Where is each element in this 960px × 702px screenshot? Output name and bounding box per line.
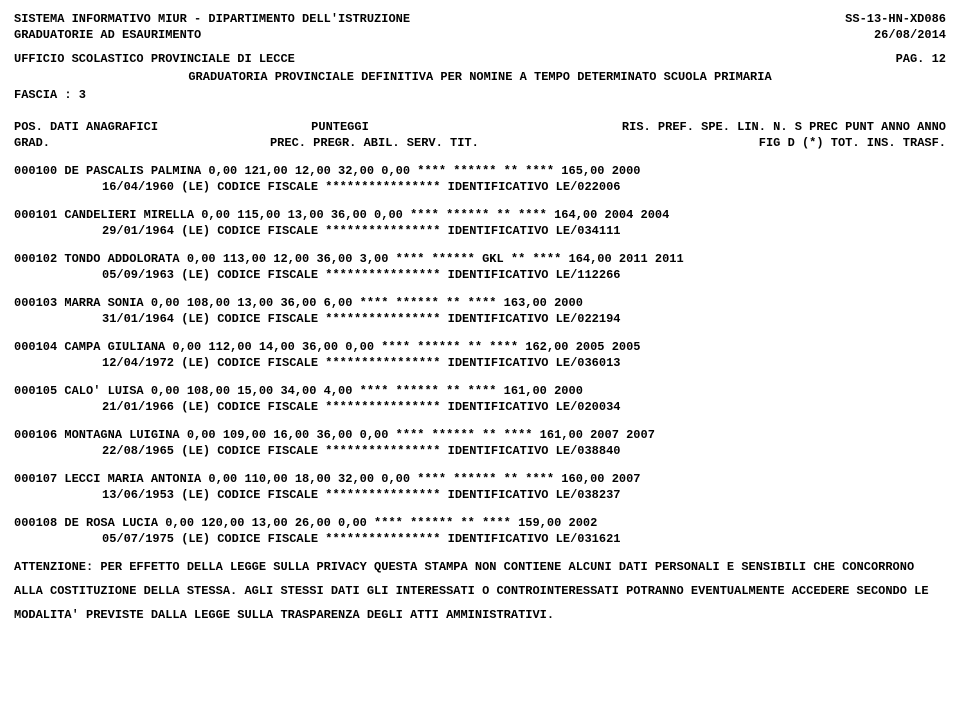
footer-line-2: ALLA COSTITUZIONE DELLA STESSA. AGLI STE… <box>14 584 946 598</box>
col-header-mid-1: PUNTEGGI <box>311 120 369 134</box>
col-header-left-1: POS. DATI ANAGRAFICI <box>14 120 158 134</box>
table-row-detail: 22/08/1965 (LE) CODICE FISCALE *********… <box>102 444 946 458</box>
table-row-detail: 05/07/1975 (LE) CODICE FISCALE *********… <box>102 532 946 546</box>
system-title: SISTEMA INFORMATIVO MIUR - DIPARTIMENTO … <box>14 12 410 26</box>
footer-line-3: MODALITA' PREVISTE DALLA LEGGE SULLA TRA… <box>14 608 946 622</box>
fascia-label: FASCIA : 3 <box>14 88 946 102</box>
col-header-mid-2: PREC. PREGR. ABIL. SERV. TIT. <box>270 136 479 150</box>
document-title: GRADUATORIA PROVINCIALE DEFINITIVA PER N… <box>14 70 946 84</box>
footer-line-1: ATTENZIONE: PER EFFETTO DELLA LEGGE SULL… <box>14 560 946 574</box>
table-row-detail: 29/01/1964 (LE) CODICE FISCALE *********… <box>102 224 946 238</box>
table-row: 000107 LECCI MARIA ANTONIA 0,00 110,00 1… <box>14 472 946 486</box>
table-row: 000104 CAMPA GIULIANA 0,00 112,00 14,00 … <box>14 340 946 354</box>
table-row-detail: 13/06/1953 (LE) CODICE FISCALE *********… <box>102 488 946 502</box>
table-row: 000108 DE ROSA LUCIA 0,00 120,00 13,00 2… <box>14 516 946 530</box>
table-row-detail: 12/04/1972 (LE) CODICE FISCALE *********… <box>102 356 946 370</box>
col-header-right-2: FIG D (*) TOT. INS. TRASF. <box>759 136 946 150</box>
table-row: 000103 MARRA SONIA 0,00 108,00 13,00 36,… <box>14 296 946 310</box>
table-row: 000100 DE PASCALIS PALMINA 0,00 121,00 1… <box>14 164 946 178</box>
col-header-left-2: GRAD. <box>14 136 50 150</box>
graduatorie-label: GRADUATORIE AD ESAURIMENTO <box>14 28 201 42</box>
table-row-detail: 21/01/1966 (LE) CODICE FISCALE *********… <box>102 400 946 414</box>
table-row-detail: 16/04/1960 (LE) CODICE FISCALE *********… <box>102 180 946 194</box>
office-name: UFFICIO SCOLASTICO PROVINCIALE DI LECCE <box>14 52 295 66</box>
table-row: 000105 CALO' LUISA 0,00 108,00 15,00 34,… <box>14 384 946 398</box>
table-row-detail: 05/09/1963 (LE) CODICE FISCALE *********… <box>102 268 946 282</box>
doc-date: 26/08/2014 <box>874 28 946 42</box>
col-header-right-1: RIS. PREF. SPE. LIN. N. S PREC PUNT ANNO… <box>622 120 946 134</box>
table-row: 000101 CANDELIERI MIRELLA 0,00 115,00 13… <box>14 208 946 222</box>
page-number: PAG. 12 <box>896 52 946 66</box>
table-row-detail: 31/01/1964 (LE) CODICE FISCALE *********… <box>102 312 946 326</box>
table-row: 000106 MONTAGNA LUIGINA 0,00 109,00 16,0… <box>14 428 946 442</box>
doc-code: SS-13-HN-XD086 <box>845 12 946 26</box>
table-row: 000102 TONDO ADDOLORATA 0,00 113,00 12,0… <box>14 252 946 266</box>
